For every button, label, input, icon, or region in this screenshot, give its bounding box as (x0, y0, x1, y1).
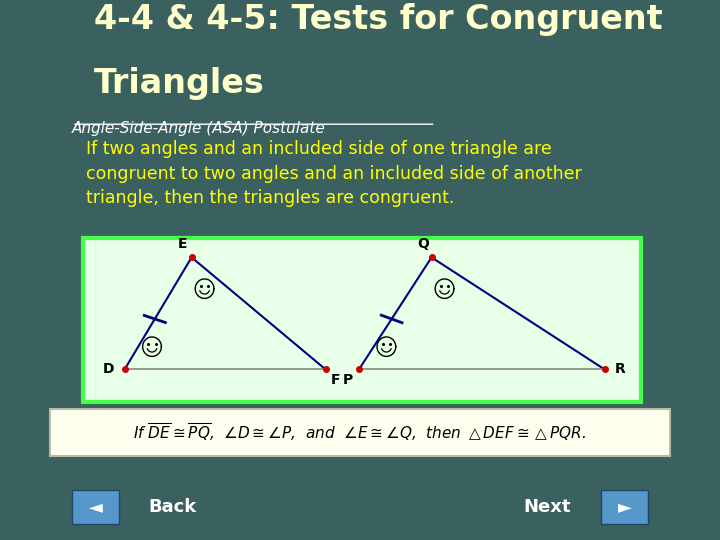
FancyBboxPatch shape (72, 490, 119, 524)
FancyBboxPatch shape (83, 238, 641, 402)
Text: Angle-Side-Angle (ASA) Postulate: Angle-Side-Angle (ASA) Postulate (72, 122, 325, 137)
Text: F: F (331, 373, 341, 387)
Text: ◄: ◄ (89, 498, 103, 516)
Text: R: R (615, 362, 626, 376)
Text: ►: ► (618, 498, 632, 516)
Text: Next: Next (523, 498, 571, 516)
FancyBboxPatch shape (601, 490, 648, 524)
FancyBboxPatch shape (50, 409, 670, 456)
Text: D: D (103, 362, 114, 376)
Text: E: E (179, 237, 188, 251)
Text: 4-4 & 4-5: Tests for Congruent: 4-4 & 4-5: Tests for Congruent (94, 3, 662, 36)
Text: Triangles: Triangles (94, 68, 264, 100)
Text: If two angles and an included side of one triangle are
congruent to two angles a: If two angles and an included side of on… (86, 140, 582, 207)
Text: P: P (343, 373, 353, 387)
Text: Back: Back (148, 498, 197, 516)
Text: If $\overline{DE}\cong\overline{PQ}$,  $\angle D\cong\angle P$,  and  $\angle E\: If $\overline{DE}\cong\overline{PQ}$, $\… (133, 422, 587, 443)
Text: Q: Q (417, 237, 429, 251)
